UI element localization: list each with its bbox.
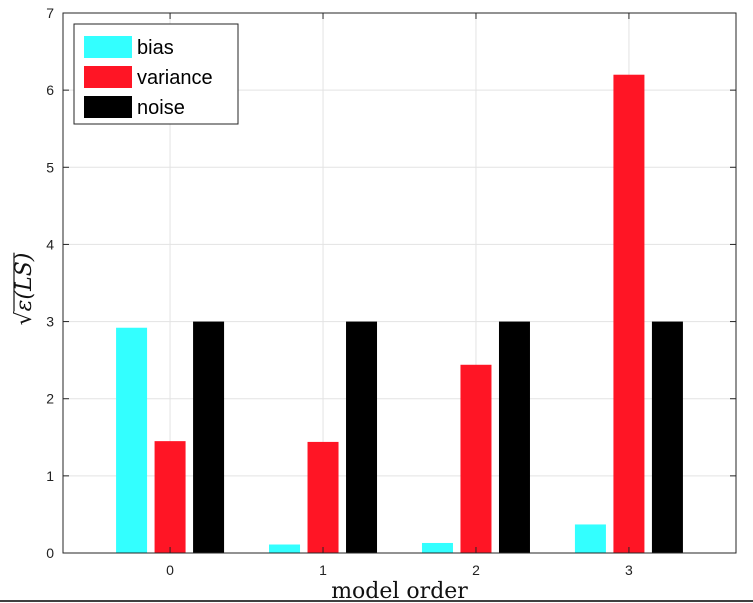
svg-text:√ε(LS): √ε(LS) <box>12 253 37 326</box>
bars <box>116 74 683 553</box>
y-tick-label: 1 <box>46 468 54 484</box>
bar-noise-0 <box>193 321 225 553</box>
bar-bias-3 <box>574 524 606 553</box>
y-tick-label: 3 <box>46 314 54 330</box>
x-tick-label: 2 <box>472 562 480 578</box>
y-tick-label: 0 <box>46 545 54 561</box>
y-tick-label: 4 <box>46 236 54 252</box>
x-tick-label: 1 <box>319 562 327 578</box>
x-tick-label: 0 <box>166 562 174 578</box>
y-label-args: (LS) <box>12 253 37 300</box>
plot-area-frame <box>62 12 737 554</box>
bar-variance-2 <box>460 364 492 553</box>
bar-variance-3 <box>613 74 645 553</box>
legend: bias variance noise <box>73 23 239 125</box>
legend-swatch-bias <box>84 36 132 58</box>
y-label-radical: √ <box>12 310 37 325</box>
legend-swatch-noise <box>84 96 132 118</box>
x-axis-label: model order <box>331 579 468 603</box>
bar-bias-0 <box>116 327 148 553</box>
bar-noise-3 <box>651 321 683 553</box>
y-tick-label: 5 <box>46 159 54 175</box>
bar-noise-1 <box>346 321 378 553</box>
bar-variance-1 <box>307 441 339 553</box>
legend-swatch-variance <box>84 66 132 88</box>
legend-label-noise: noise <box>137 97 185 119</box>
y-label-epsilon: ε <box>12 300 37 312</box>
axis-ticks: 0 1 2 3 4 5 6 7 0 1 2 3 <box>46 5 736 578</box>
bar-noise-2 <box>498 321 530 553</box>
y-axis-label: √ε(LS) <box>12 252 37 326</box>
y-tick-label: 2 <box>46 391 54 407</box>
legend-label-bias: bias <box>137 37 174 59</box>
legend-label-variance: variance <box>137 67 213 89</box>
bar-bias-1 <box>269 544 301 553</box>
bar-bias-2 <box>421 542 453 553</box>
y-tick-label: 6 <box>46 82 54 98</box>
y-tick-label: 7 <box>46 5 54 21</box>
bar-variance-0 <box>154 441 186 553</box>
x-tick-label: 3 <box>625 562 633 578</box>
